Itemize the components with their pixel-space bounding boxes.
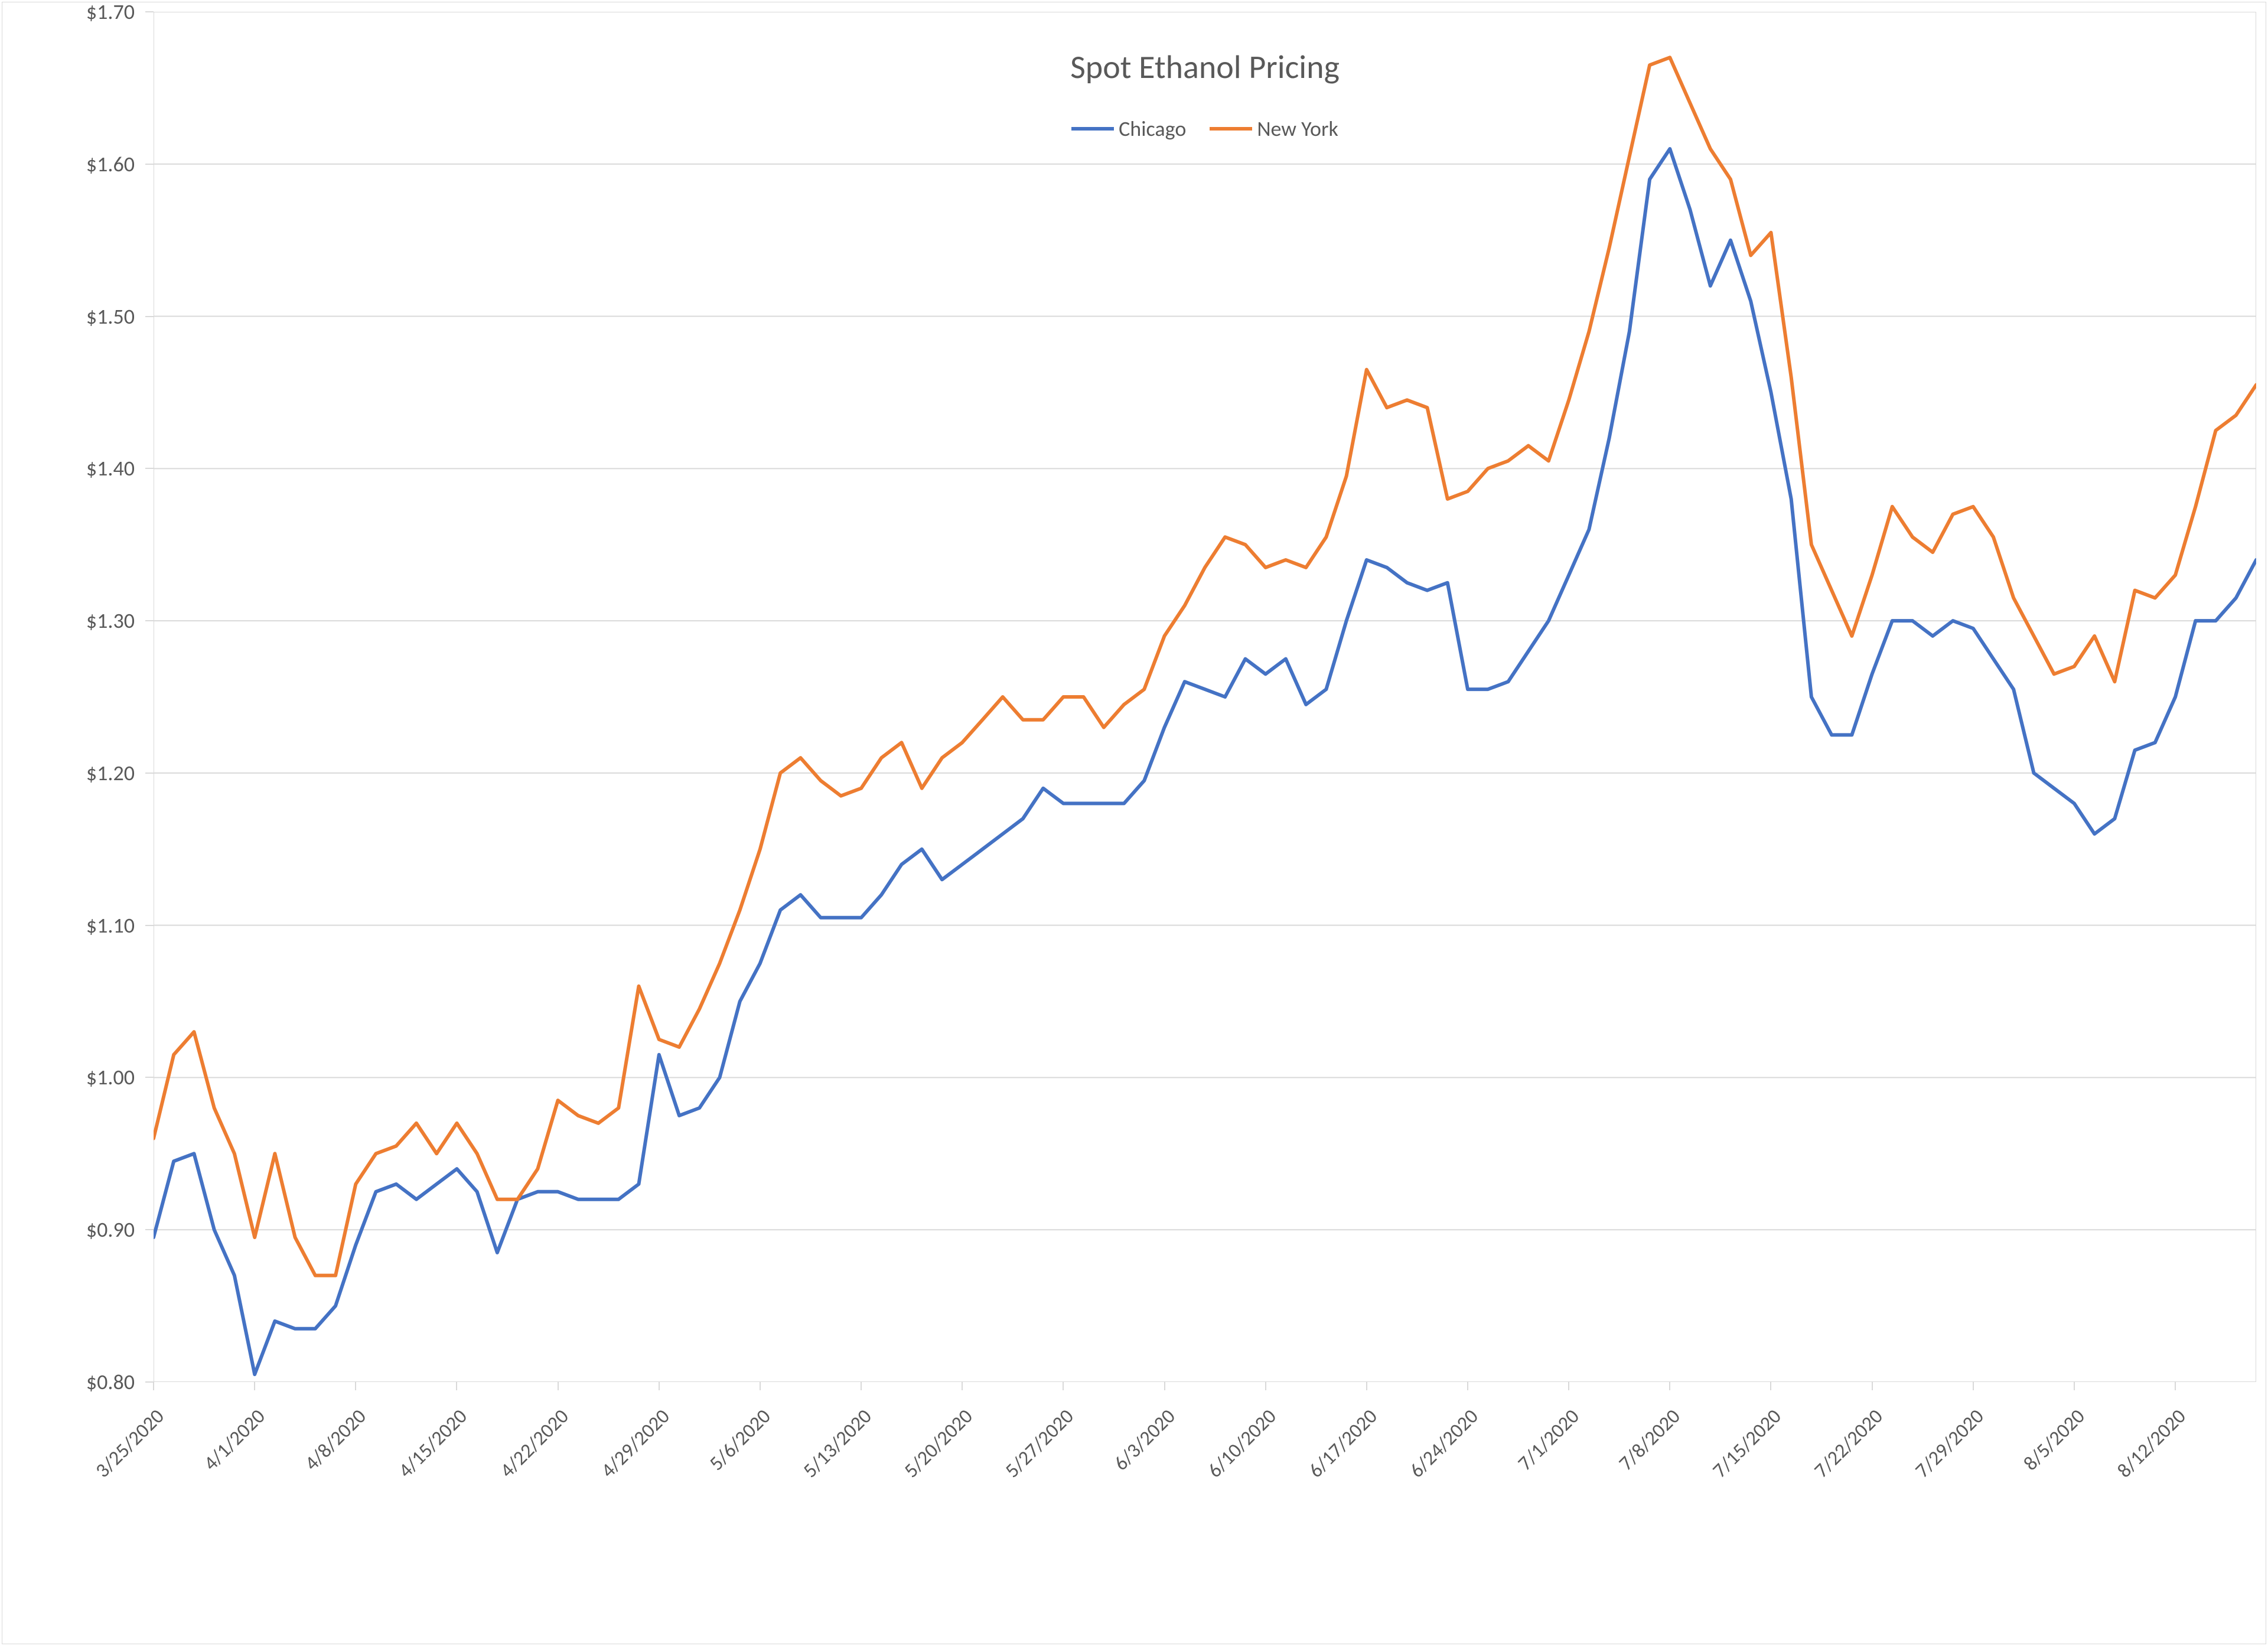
x-tick-mark — [1467, 1382, 1468, 1390]
x-tick-mark — [456, 1382, 457, 1390]
y-tick-label: $1.10 — [0, 912, 135, 938]
x-tick-mark — [1872, 1382, 1873, 1390]
plot-area — [154, 12, 2256, 1382]
y-tick-mark — [145, 11, 154, 12]
y-tick-label: $1.40 — [0, 455, 135, 481]
x-tick-mark — [1265, 1382, 1266, 1390]
chart-container: Spot Ethanol Pricing Chicago New York $0… — [0, 0, 2268, 1646]
y-tick-mark — [145, 1381, 154, 1383]
y-tick-label: $1.50 — [0, 304, 135, 330]
chart-svg — [154, 12, 2256, 1382]
y-tick-label: $1.00 — [0, 1064, 135, 1090]
x-tick-mark — [1973, 1382, 1974, 1390]
x-tick-mark — [1669, 1382, 1670, 1390]
y-tick-mark — [145, 1229, 154, 1230]
y-tick-label: $1.20 — [0, 760, 135, 786]
y-tick-label: $1.30 — [0, 608, 135, 634]
x-tick-mark — [2074, 1382, 2075, 1390]
y-tick-mark — [145, 1077, 154, 1078]
y-tick-label: $0.80 — [0, 1369, 135, 1395]
x-tick-mark — [760, 1382, 761, 1390]
x-tick-mark — [861, 1382, 862, 1390]
x-tick-mark — [1063, 1382, 1064, 1390]
x-tick-mark — [962, 1382, 963, 1390]
x-tick-mark — [1770, 1382, 1771, 1390]
x-tick-mark — [1164, 1382, 1165, 1390]
y-tick-label: $1.60 — [0, 151, 135, 177]
y-tick-mark — [145, 468, 154, 469]
x-tick-mark — [659, 1382, 660, 1390]
x-tick-mark — [254, 1382, 255, 1390]
x-tick-mark — [1568, 1382, 1569, 1390]
y-tick-mark — [145, 316, 154, 317]
y-tick-mark — [145, 164, 154, 165]
y-tick-mark — [145, 925, 154, 926]
x-tick-mark — [2175, 1382, 2176, 1390]
y-tick-mark — [145, 773, 154, 774]
x-tick-mark — [1366, 1382, 1367, 1390]
y-tick-mark — [145, 620, 154, 621]
x-tick-mark — [153, 1382, 154, 1390]
x-tick-mark — [355, 1382, 356, 1390]
x-tick-mark — [558, 1382, 559, 1390]
y-tick-label: $1.70 — [0, 0, 135, 25]
y-tick-label: $0.90 — [0, 1217, 135, 1243]
